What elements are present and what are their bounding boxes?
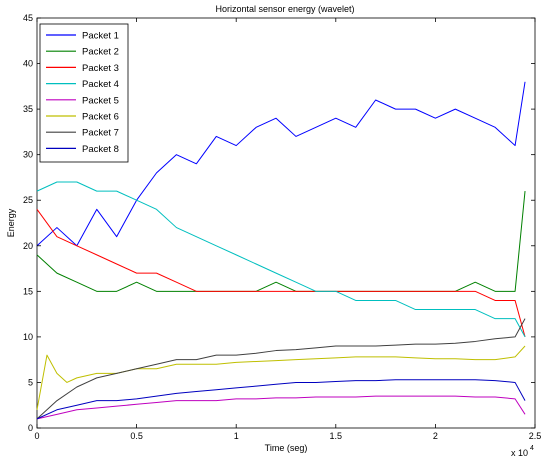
x-tick-label: 0 (34, 431, 39, 441)
y-tick-label: 0 (28, 423, 33, 433)
axis-ticks: 0 0.5 1 1.5 2 2.5 0 5 10 15 20 25 30 35 40 45 (23, 13, 541, 441)
series-line-1 (36, 81, 526, 247)
y-tick-label: 30 (23, 150, 33, 160)
series-line-6 (36, 345, 526, 410)
x-axis-multiplier: x 10 4 (511, 445, 534, 458)
series-line-8 (36, 379, 526, 420)
x-axis-multiplier-base: x 10 (511, 448, 528, 458)
y-tick-label: 40 (23, 59, 33, 69)
x-tick-label: 2 (433, 431, 438, 441)
y-tick-label: 15 (23, 286, 33, 296)
x-tick-label: 0.5 (130, 431, 143, 441)
legend: Packet 1 Packet 2 Packet 3 Packet 4 Packet 5… (39, 23, 129, 163)
legend-box (39, 23, 129, 163)
legend-entry: Packet 1 (82, 31, 119, 42)
chart-title: Horizontal sensor energy (wavelet) (215, 4, 354, 14)
series-line-3 (36, 209, 526, 338)
x-tick-label: 1.5 (330, 431, 343, 441)
y-tick-label: 45 (23, 13, 33, 23)
legend-entry: Packet 8 (82, 144, 119, 155)
legend-entry: Packet 7 (82, 128, 119, 139)
legend-entry: Packet 3 (82, 63, 119, 74)
y-tick-label: 25 (23, 195, 33, 205)
y-tick-label: 20 (23, 241, 33, 251)
series-line-4 (36, 181, 526, 338)
legend-entry: Packet 2 (82, 47, 119, 58)
series-line-5 (36, 395, 526, 420)
y-axis-label: Energy (6, 208, 16, 237)
legend-entry: Packet 6 (82, 112, 119, 123)
y-tick-label: 35 (23, 104, 33, 114)
legend-entry: Packet 4 (82, 79, 119, 90)
y-tick-label: 10 (23, 332, 33, 342)
x-tick-label: 1 (234, 431, 239, 441)
series-line-7 (36, 318, 526, 420)
x-axis-multiplier-exponent: 4 (530, 445, 534, 452)
y-tick-label: 5 (28, 377, 33, 387)
series-layer (36, 81, 526, 420)
legend-entry: Packet 5 (82, 95, 119, 106)
x-tick-label: 2.5 (529, 431, 542, 441)
x-axis-label: Time (seg) (265, 443, 308, 453)
